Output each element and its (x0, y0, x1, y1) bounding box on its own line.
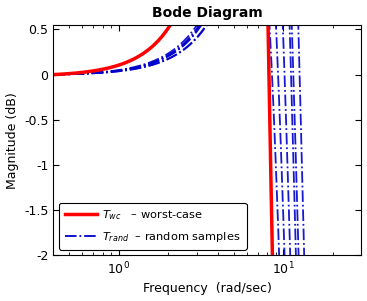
Legend: $T_{wc}$   – worst-case, $T_{rand}$  – random samples: $T_{wc}$ – worst-case, $T_{rand}$ – rand… (59, 203, 247, 250)
Title: Bode Diagram: Bode Diagram (152, 5, 263, 20)
X-axis label: Frequency  (rad/sec): Frequency (rad/sec) (143, 282, 272, 296)
Y-axis label: Magnitude (dB): Magnitude (dB) (6, 92, 19, 188)
